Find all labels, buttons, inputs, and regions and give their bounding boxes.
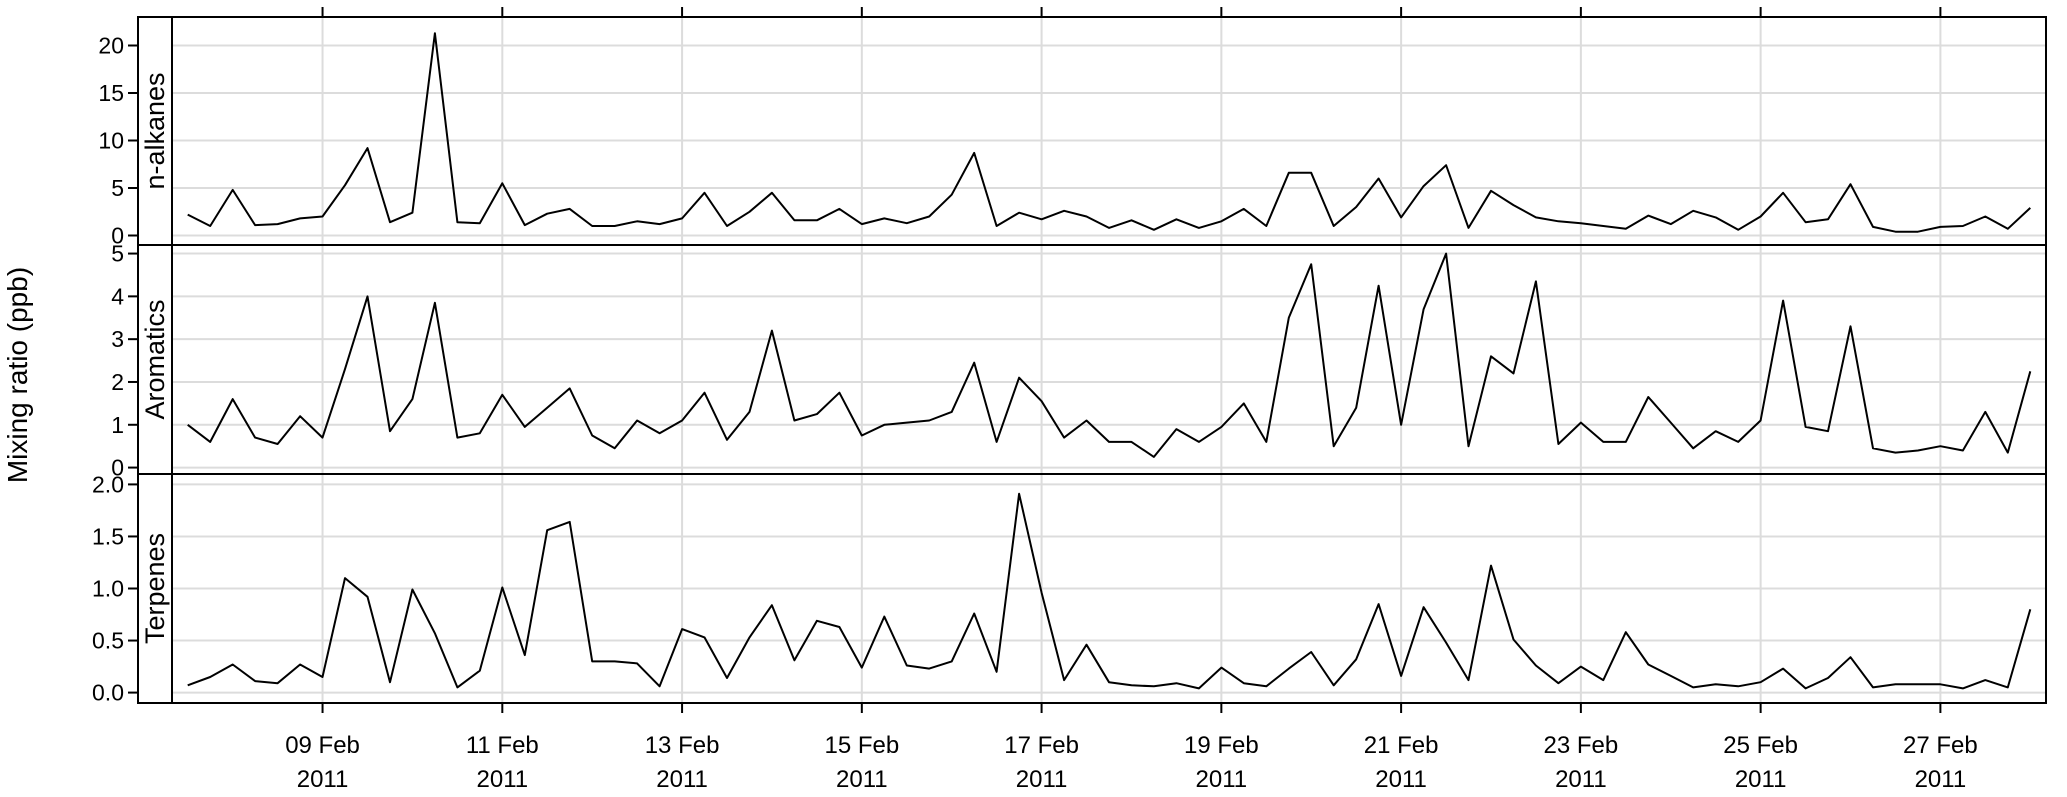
y-tick-label: 2.0 <box>92 471 124 497</box>
y-axis-label: Mixing ratio (ppb) <box>2 267 33 483</box>
x-tick-label-day: 13 Feb <box>645 732 720 759</box>
x-tick-label-day: 23 Feb <box>1544 732 1619 759</box>
y-tick-label: 0 <box>111 223 124 249</box>
y-tick-label: 4 <box>111 283 124 309</box>
series-line-n-alkanes <box>187 32 2031 233</box>
x-tick-label-day: 09 Feb <box>285 732 360 759</box>
y-tick-label: 20 <box>98 33 124 59</box>
y-tick-label: 1.0 <box>92 576 124 602</box>
x-tick-label-year: 2011 <box>477 766 529 792</box>
grid-layer <box>172 17 2046 703</box>
x-tick-label-year: 2011 <box>1375 766 1427 792</box>
y-tick-label: 1 <box>111 412 124 438</box>
x-tick-label-year: 2011 <box>1735 766 1787 792</box>
x-tick-label-year: 2011 <box>297 766 349 792</box>
x-tick-label-year: 2011 <box>1016 766 1068 792</box>
x-tick-label-year: 2011 <box>1555 766 1607 792</box>
y-tick-label: 0.0 <box>92 680 124 706</box>
x-tick-label-year: 2011 <box>836 766 888 792</box>
panel-label: Terpenes <box>140 533 170 644</box>
panel-label: n-alkanes <box>140 72 170 189</box>
x-tick-label-day: 25 Feb <box>1723 732 1798 759</box>
x-tick-label-year: 2011 <box>1915 766 1967 792</box>
y-tick-label: 10 <box>98 128 124 154</box>
y-tick-label: 5 <box>111 175 124 201</box>
x-tick-label-day: 21 Feb <box>1364 732 1439 759</box>
y-tick-label: 1.5 <box>92 523 124 549</box>
panel-label: Aromatics <box>140 299 170 419</box>
series-line-terpenes <box>187 492 2032 690</box>
y-tick-label: 5 <box>111 241 124 267</box>
frame-layer <box>128 7 2047 713</box>
series-line-aromatics <box>187 252 2032 458</box>
x-tick-label-day: 19 Feb <box>1184 732 1259 759</box>
x-tick-label-day: 17 Feb <box>1004 732 1079 759</box>
y-tick-label: 2 <box>111 369 124 395</box>
plot-frame <box>137 16 2047 704</box>
label-layer: 05101520n-alkanes012345Aromatics0.00.51.… <box>92 33 1978 794</box>
x-tick-label-day: 11 Feb <box>466 732 539 759</box>
x-tick-label-day: 27 Feb <box>1903 732 1978 759</box>
x-tick-label-year: 2011 <box>656 766 708 792</box>
series-layer <box>187 32 2032 690</box>
y-tick-label: 3 <box>111 326 124 352</box>
x-tick-label-day: 15 Feb <box>824 732 899 759</box>
x-tick-label-year: 2011 <box>1196 766 1248 792</box>
y-tick-label: 0 <box>111 455 124 481</box>
y-tick-label: 15 <box>98 80 124 106</box>
y-tick-label: 0.5 <box>92 628 124 654</box>
